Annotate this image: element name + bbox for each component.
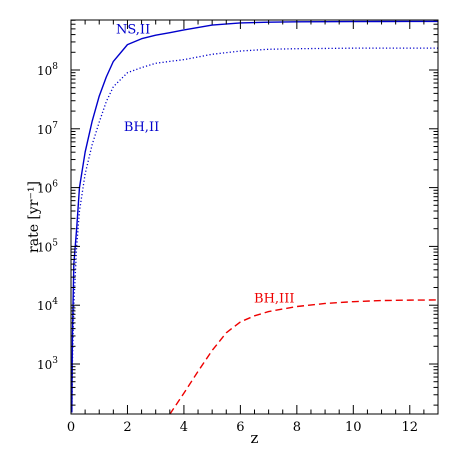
x-tick-label: 4 [180,420,188,435]
annotation-bh-ii: BH,II [124,120,159,135]
series-line-bh-iii [169,299,438,414]
x-tick-label: 6 [236,420,244,435]
plot-frame [70,19,439,415]
y-tick-label: 104 [37,297,58,313]
series-line-bh-ii [71,47,438,413]
x-tick-label: 10 [345,420,362,435]
y-tick-label: 108 [37,62,58,78]
y-tick-label: 103 [37,356,58,372]
x-tick-label: 2 [123,420,131,435]
data-curves [71,20,438,414]
y-tick-label: 107 [37,121,58,137]
x-tick-label: 8 [293,420,301,435]
x-tick-label: 0 [67,420,75,435]
series-line-ns-ii [71,20,438,413]
y-axis-label: rate [yr⁻¹] [26,181,42,253]
x-tick-label: 12 [401,420,418,435]
annotation-ns-ii: NS,II [116,23,150,38]
curve-annotations: NS,II BH,II BH,III [116,23,294,307]
axis-ticks [70,19,439,414]
annotation-bh-iii: BH,III [254,291,294,306]
x-axis-label: z [251,429,259,447]
